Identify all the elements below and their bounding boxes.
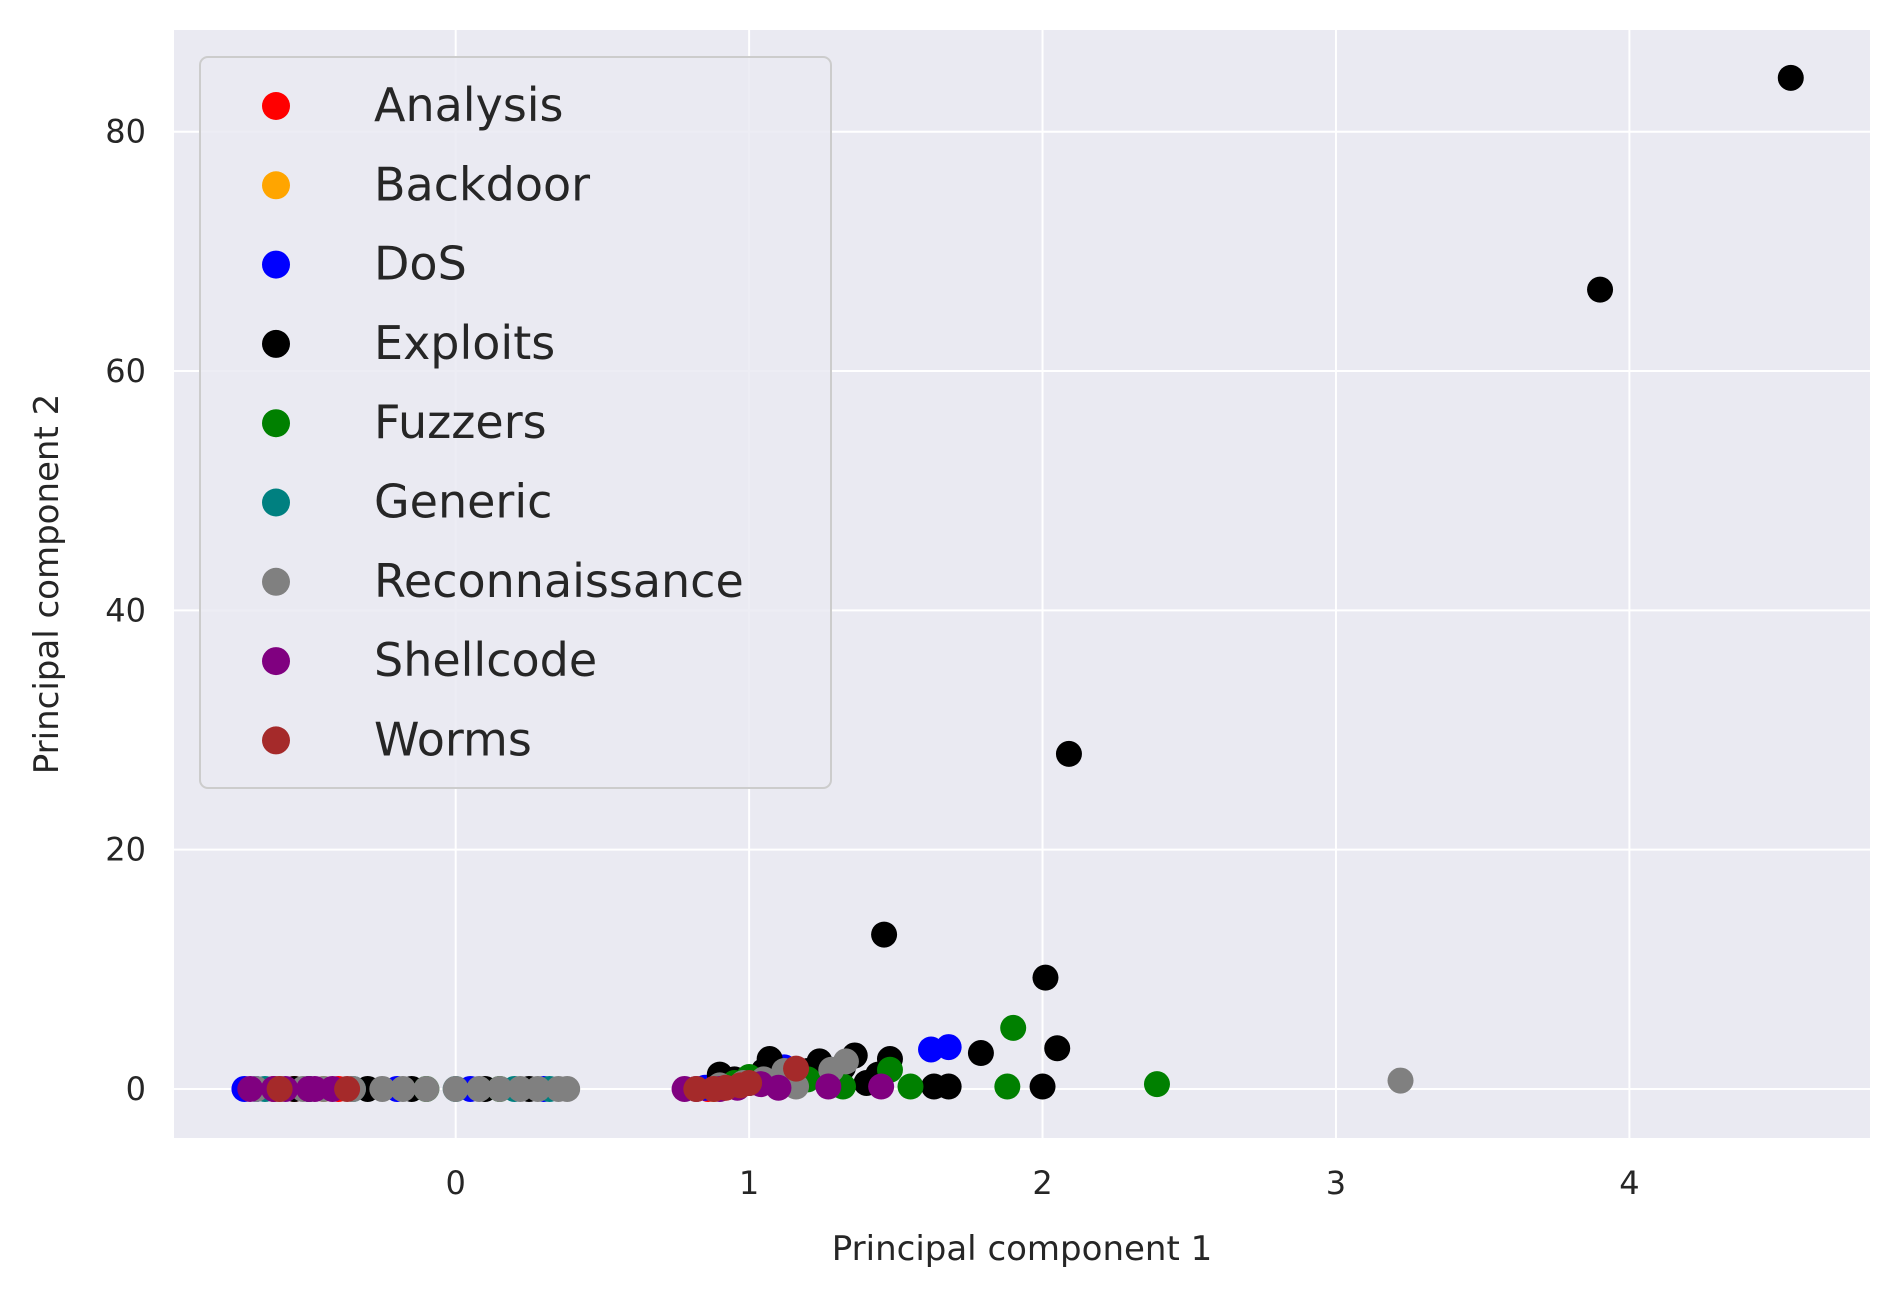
legend-marker [262, 409, 290, 438]
y-tick-label: 0 [126, 1070, 146, 1108]
data-point [897, 1073, 924, 1100]
y-axis-label: Principal component 2 [27, 394, 67, 774]
legend-label: Worms [374, 712, 532, 766]
legend-box [199, 56, 832, 789]
legend-label: Shellcode [374, 633, 597, 687]
data-point [783, 1055, 810, 1082]
legend-label: DoS [374, 237, 467, 291]
x-axis-label: Principal component 1 [832, 1229, 1212, 1269]
data-point [442, 1075, 469, 1102]
y-tick-label: 60 [105, 352, 146, 390]
data-point [554, 1075, 581, 1102]
legend-label: Fuzzers [374, 395, 547, 449]
data-point [1055, 740, 1082, 767]
data-point [389, 1075, 416, 1102]
x-tick-label: 4 [1619, 1164, 1639, 1202]
data-point [334, 1075, 361, 1102]
y-tick-label: 80 [105, 113, 146, 151]
data-point [1000, 1014, 1027, 1041]
data-point [967, 1040, 994, 1067]
data-point [765, 1074, 792, 1101]
legend-marker [262, 726, 290, 755]
data-point [1143, 1071, 1170, 1098]
x-tick-label: 3 [1326, 1164, 1346, 1202]
legend-label: Generic [374, 475, 552, 529]
x-tick-label: 2 [1032, 1164, 1052, 1202]
data-point [466, 1075, 493, 1102]
x-tick-label: 0 [446, 1164, 466, 1202]
data-point [832, 1048, 859, 1075]
legend-marker [262, 171, 290, 200]
data-point [237, 1075, 264, 1102]
data-point [871, 921, 898, 948]
data-point [1387, 1067, 1414, 1094]
data-point [413, 1075, 440, 1102]
data-point [369, 1075, 396, 1102]
legend-marker [262, 567, 290, 596]
data-point [935, 1034, 962, 1061]
legend: Analysis Backdoor DoS Exploits Fuzzers Generi… [199, 56, 832, 789]
legend-marker [262, 488, 290, 517]
data-point [1029, 1073, 1056, 1100]
x-tick-label: 1 [739, 1164, 759, 1202]
data-point [486, 1075, 513, 1102]
data-point [1587, 276, 1614, 303]
data-point [815, 1073, 842, 1100]
legend-marker [262, 329, 290, 358]
y-tick-label: 40 [105, 591, 146, 629]
data-points [231, 64, 1804, 1102]
data-point [266, 1075, 293, 1102]
y-tick-labels: 0 20 40 60 80 [105, 113, 146, 1108]
legend-label: Exploits [374, 316, 555, 370]
data-point [736, 1069, 763, 1096]
legend-marker [262, 250, 290, 279]
y-tick-label: 20 [105, 831, 146, 869]
data-point [524, 1075, 551, 1102]
data-point [1777, 64, 1804, 91]
legend-marker [262, 647, 290, 676]
legend-label: Analysis [374, 78, 564, 132]
data-point [1032, 964, 1059, 991]
data-point [935, 1073, 962, 1100]
series-worms [266, 1055, 810, 1102]
legend-marker [262, 92, 290, 120]
data-point [1044, 1035, 1071, 1062]
legend-label: Backdoor [374, 157, 590, 211]
x-tick-labels: 0 1 2 3 4 [446, 1164, 1640, 1202]
data-point [868, 1073, 895, 1100]
data-point [994, 1073, 1021, 1100]
legend-label: Reconnaissance [374, 554, 744, 608]
